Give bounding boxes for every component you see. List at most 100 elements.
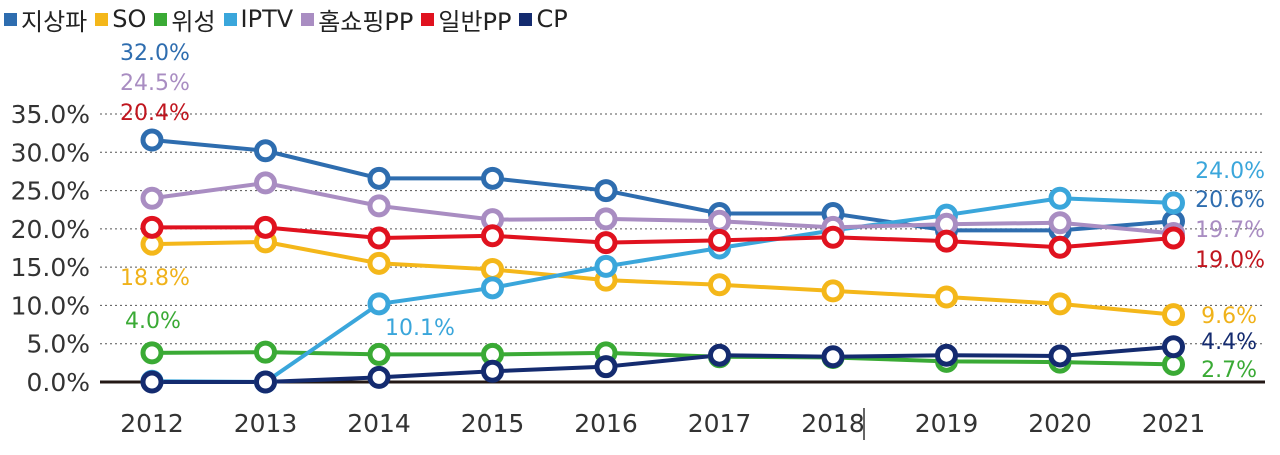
data-point-iptv — [594, 254, 618, 278]
x-tick-label: 2017 — [688, 409, 752, 438]
data-label-satellite: 4.0% — [125, 309, 181, 334]
legend-item-generalpp: 일반PP — [421, 2, 511, 37]
data-point-homeshopping — [140, 186, 164, 210]
data-point-terrestrial — [254, 139, 277, 163]
series-line-iptv — [150, 196, 1176, 384]
data-point-homeshopping — [367, 194, 391, 218]
data-point-generalpp — [367, 226, 391, 250]
data-point-cp — [367, 365, 391, 389]
x-tick-label: 2016 — [574, 409, 638, 438]
data-point-so — [821, 279, 845, 303]
series-line-cp — [150, 344, 1176, 384]
data-point-homeshopping — [594, 207, 618, 231]
data-point-cp — [935, 343, 958, 367]
legend: 지상파 SO 위성 IPTV 홈쇼핑PP 일반PP CP — [4, 2, 576, 37]
legend-swatch-iptv — [223, 12, 237, 26]
x-tick-label: 2019 — [915, 409, 979, 438]
x-tick-label: 2015 — [461, 409, 525, 438]
y-tick-label: 20.0% — [11, 215, 90, 244]
data-point-terrestrial — [594, 179, 618, 203]
x-tick-label: 2018 — [801, 409, 865, 438]
data-point-terrestrial — [481, 166, 504, 190]
series-line-terrestrial — [150, 138, 1176, 233]
legend-swatch-so — [95, 12, 109, 26]
data-point-iptv — [367, 292, 391, 316]
legend-item-iptv: IPTV — [223, 5, 294, 33]
data-label-homeshopping: 24.5% — [120, 71, 190, 96]
data-label-cp: 4.4% — [1201, 330, 1257, 355]
legend-swatch-cp — [519, 12, 533, 26]
legend-swatch-generalpp — [421, 12, 435, 26]
data-label-homeshopping: 19.7% — [1195, 218, 1265, 243]
legend-swatch-homeshopping — [301, 12, 315, 26]
data-label-generalpp: 19.0% — [1195, 248, 1265, 273]
data-label-terrestrial: 32.0% — [120, 41, 190, 66]
data-label-so: 18.8% — [120, 266, 190, 291]
legend-swatch-terrestrial — [4, 12, 17, 26]
data-point-so — [1162, 303, 1185, 327]
series-line-generalpp — [150, 225, 1176, 250]
data-point-generalpp — [821, 225, 845, 249]
data-point-so — [367, 251, 391, 275]
data-label-satellite: 2.7% — [1201, 358, 1257, 383]
y-tick-label: 25.0% — [11, 177, 90, 206]
x-tick-label: 2012 — [120, 409, 184, 438]
legend-item-homeshopping: 홈쇼핑PP — [301, 2, 413, 37]
data-label-so: 9.6% — [1201, 304, 1257, 329]
data-point-cp — [1162, 335, 1185, 359]
data-point-terrestrial — [367, 166, 391, 190]
data-point-so — [481, 257, 504, 281]
data-point-generalpp — [140, 215, 164, 239]
legend-label-iptv: IPTV — [240, 5, 294, 33]
data-point-homeshopping — [708, 209, 731, 233]
legend-item-satellite: 위성 — [154, 2, 216, 37]
legend-label-cp: CP — [536, 5, 568, 33]
legend-label-terrestrial: 지상파 — [21, 7, 88, 36]
x-tick-label: 2021 — [1142, 409, 1206, 438]
data-point-satellite — [367, 342, 391, 366]
data-label-generalpp: 20.4% — [120, 101, 190, 126]
data-point-cp — [708, 343, 731, 367]
data-point-generalpp — [594, 231, 618, 255]
data-point-homeshopping — [254, 171, 277, 195]
y-tick-label: 10.0% — [11, 291, 90, 320]
data-point-iptv — [481, 276, 504, 300]
data-point-generalpp — [481, 224, 504, 248]
legend-item-so: SO — [95, 5, 146, 33]
data-point-so — [935, 285, 958, 309]
legend-swatch-satellite — [154, 12, 168, 26]
data-point-generalpp — [254, 215, 277, 239]
y-tick-label: 5.0% — [26, 330, 90, 359]
data-point-generalpp — [1162, 226, 1185, 250]
y-tick-label: 0.0% — [26, 368, 90, 397]
data-point-cp — [1048, 344, 1072, 368]
legend-label-satellite: 위성 — [171, 7, 216, 36]
series-line-homeshopping — [150, 180, 1176, 236]
y-tick-label: 30.0% — [11, 138, 90, 167]
data-label-iptv: 24.0% — [1195, 159, 1265, 184]
data-point-generalpp — [935, 229, 958, 253]
series-line-satellite — [150, 350, 1176, 367]
x-tick-label: 2020 — [1028, 409, 1092, 438]
data-point-so — [708, 273, 731, 297]
legend-label-generalpp: 일반PP — [438, 7, 512, 36]
legend-label-homeshopping: 홈쇼핑PP — [318, 7, 414, 36]
data-point-iptv — [1162, 191, 1185, 215]
data-label-iptv: 10.1% — [385, 316, 455, 341]
data-point-generalpp — [1048, 235, 1072, 259]
x-tick-label: 2014 — [347, 409, 411, 438]
legend-item-terrestrial: 지상파 — [4, 2, 87, 37]
legend-item-cp: CP — [519, 5, 568, 33]
data-point-satellite — [140, 341, 164, 365]
data-point-cp — [140, 370, 164, 394]
x-tick-label: 2013 — [234, 409, 298, 438]
data-point-so — [1048, 292, 1072, 316]
data-point-iptv — [1048, 186, 1072, 210]
series-line-so — [150, 239, 1176, 317]
data-point-cp — [821, 345, 845, 369]
data-point-terrestrial — [140, 128, 164, 152]
y-tick-label: 15.0% — [11, 253, 90, 282]
legend-label-so: SO — [112, 5, 147, 33]
